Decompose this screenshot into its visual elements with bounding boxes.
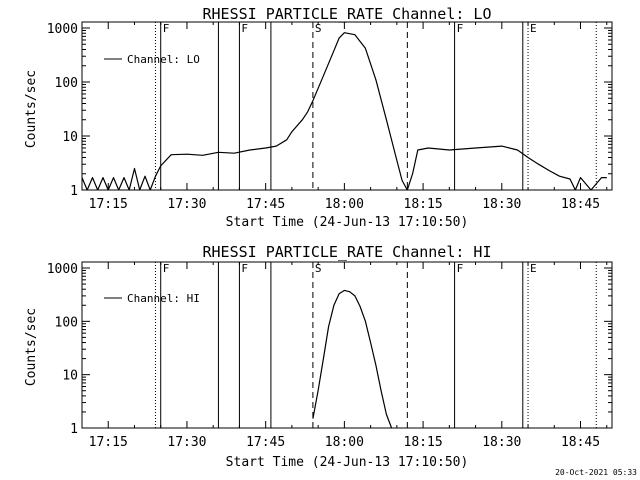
lo-axes: 17:15 17:30 17:45 18:00 18:15 18:30 18:45 1 10 10… (47, 21, 613, 212)
lo-x-tick-label: 17:30 (167, 197, 206, 212)
hi-x-tick-label: 17:15 (89, 435, 128, 450)
hi-y-tick-label: 1000 (47, 262, 78, 277)
lo-y-tick-label: 10 (62, 130, 78, 145)
lo-y-tick-label: 1000 (47, 22, 78, 37)
lo-x-axis-label: Start Time (24-Jun-13 17:10:50) (226, 215, 469, 230)
hi-y-axis-label: Counts/sec (24, 308, 39, 386)
hi-plot-frame (81, 261, 613, 429)
hi-series-group (312, 289, 393, 429)
lo-chart-title: RHESSI PARTICLE_RATE Channel: LO (203, 5, 492, 23)
lo-y-axis-label: Counts/sec (24, 70, 39, 148)
hi-marker-label: E (530, 262, 537, 275)
hi-channel-panel: RHESSI PARTICLE_RATE Channel: HI Counts/… (24, 243, 613, 470)
lo-marker-label: F (457, 22, 464, 35)
lo-marker-label: E (530, 22, 537, 35)
lo-x-tick-label: 17:45 (246, 197, 285, 212)
lo-legend: Channel: LO (104, 53, 200, 66)
hi-x-axis-label: Start Time (24-Jun-13 17:10:50) (226, 455, 469, 470)
hi-series-line (312, 289, 393, 429)
hi-x-tick-label: 17:30 (167, 435, 206, 450)
lo-y-tick-label: 1 (70, 184, 78, 199)
lo-legend-label: Channel: LO (127, 53, 200, 66)
hi-x-tick-label: 18:00 (325, 435, 364, 450)
hi-x-tick-label: 17:45 (246, 435, 285, 450)
footer-timestamp: 20-Oct-2021 05:33 (555, 468, 637, 477)
hi-x-tick-label: 18:45 (561, 435, 600, 450)
hi-y-tick-label: 1 (70, 422, 78, 437)
hi-marker-label: F (163, 262, 170, 275)
lo-x-tick-label: 18:15 (404, 197, 443, 212)
hi-y-tick-label: 100 (55, 315, 78, 330)
lo-x-tick-label: 18:00 (325, 197, 364, 212)
hi-legend: Channel: HI (104, 292, 200, 305)
hi-y-tick-label: 10 (62, 369, 78, 384)
hi-chart-title: RHESSI PARTICLE_RATE Channel: HI (203, 243, 492, 261)
hi-legend-label: Channel: HI (127, 292, 200, 305)
lo-x-tick-label: 18:45 (561, 197, 600, 212)
lo-x-tick-label: 18:30 (482, 197, 521, 212)
lo-series-group (81, 32, 607, 191)
lo-series-line (81, 32, 607, 191)
lo-plot-frame (81, 21, 613, 191)
hi-x-tick-label: 18:30 (482, 435, 521, 450)
hi-marker-label: S (315, 262, 322, 275)
lo-marker-label: S (315, 22, 322, 35)
hi-x-tick-label: 18:15 (404, 435, 443, 450)
lo-y-tick-label: 100 (55, 76, 78, 91)
lo-marker-label: F (163, 22, 170, 35)
lo-x-tick-label: 17:15 (89, 197, 128, 212)
hi-marker-label: F (457, 262, 464, 275)
lo-channel-panel: RHESSI PARTICLE_RATE Channel: LO Counts/… (24, 5, 613, 230)
hi-marker-label: F (241, 262, 248, 275)
lo-marker-label: F (241, 22, 248, 35)
